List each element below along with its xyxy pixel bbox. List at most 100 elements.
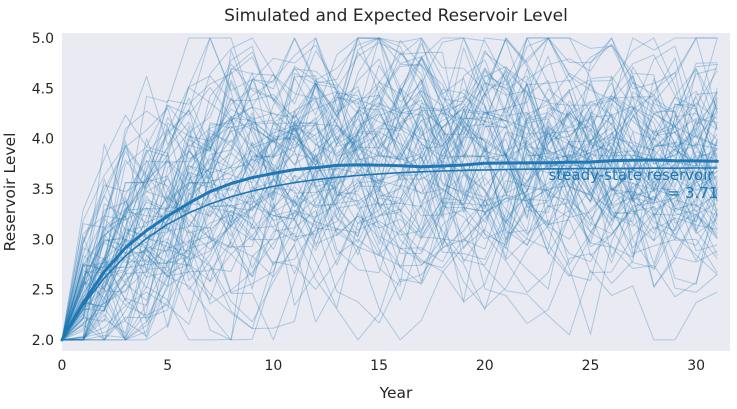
simulation-trace — [61, 72, 718, 341]
y-tick-label: 2.0 — [32, 333, 54, 349]
simulation-trace — [61, 37, 718, 341]
simulation-trace — [61, 37, 718, 341]
simulation-trace — [62, 37, 718, 341]
simulation-trace — [62, 47, 718, 341]
chart-title: Simulated and Expected Reservoir Level — [224, 6, 568, 26]
simulation-trace — [62, 74, 718, 341]
simulation-trace — [62, 78, 718, 341]
simulation-trace — [61, 37, 718, 341]
simulation-trace — [61, 37, 718, 341]
simulation-trace — [61, 150, 718, 341]
x-tick-label: 5 — [163, 358, 172, 374]
simulation-trace — [61, 51, 718, 341]
simulation-trace — [61, 37, 718, 341]
x-tick-label: 15 — [370, 358, 388, 374]
simulation-trace — [61, 37, 718, 341]
simulation-trace — [61, 37, 718, 341]
simulation-trace — [62, 58, 718, 341]
simulation-trace — [61, 91, 718, 341]
y-tick-label: 4.5 — [32, 81, 54, 97]
simulation-trace — [61, 93, 718, 341]
simulation-trace — [61, 75, 718, 341]
simulation-trace — [61, 90, 718, 341]
simulation-trace — [61, 85, 718, 341]
simulation-trace — [62, 106, 718, 341]
simulation-trace — [61, 39, 718, 341]
simulation-trace — [61, 148, 718, 341]
simulation-trace — [62, 91, 718, 341]
simulation-trace — [62, 88, 718, 341]
annotation-line-1: steady-state reservoir — [548, 166, 714, 184]
simulation-trace — [61, 37, 718, 341]
simulation-trace — [61, 118, 718, 341]
simulation-trace — [61, 103, 718, 341]
simulation-trace — [61, 113, 718, 340]
y-axis-ticks: 2.0 2.5 3.0 3.5 4.0 4.5 5.0 — [32, 31, 54, 349]
y-tick-label: 3.5 — [32, 182, 54, 198]
simulation-trace — [61, 37, 718, 341]
simulation-trace — [61, 105, 718, 340]
simulation-trace — [61, 80, 718, 341]
simulation-trace — [62, 97, 718, 341]
y-tick-label: 2.5 — [32, 283, 54, 299]
simulation-trace — [61, 101, 718, 341]
simulation-trace — [61, 37, 718, 341]
y-axis-label: Reservoir Level — [1, 133, 19, 252]
steady-state-annotation: steady-state reservoir = 3.71 — [548, 166, 718, 202]
simulation-trace — [61, 37, 718, 341]
simulation-trace — [61, 37, 718, 341]
expected-curve — [61, 167, 718, 341]
simulation-trace — [61, 105, 718, 341]
x-tick-label: 30 — [687, 358, 705, 374]
simulation-trace — [61, 57, 718, 341]
simulation-trace — [61, 94, 718, 341]
simulation-traces-group — [61, 37, 718, 341]
simulation-trace — [61, 74, 718, 341]
annotation-line-2: = 3.71 — [668, 184, 719, 202]
x-axis-ticks: 0 5 10 15 20 25 30 — [58, 358, 706, 374]
simulation-trace — [61, 37, 718, 341]
simulation-trace — [61, 56, 718, 341]
simulation-trace — [61, 37, 718, 341]
simulation-trace — [62, 37, 718, 341]
simulation-trace — [62, 70, 718, 341]
y-tick-label: 5.0 — [32, 31, 54, 47]
simulation-trace — [61, 119, 718, 341]
simulation-trace — [61, 70, 718, 341]
x-axis-label: Year — [379, 384, 413, 402]
simulation-trace — [61, 52, 718, 341]
x-tick-label: 20 — [476, 358, 494, 374]
simulation-trace — [62, 83, 718, 341]
simulation-trace — [61, 37, 718, 341]
simulation-trace — [61, 96, 718, 341]
simulation-trace — [61, 49, 718, 341]
simulation-trace — [61, 37, 718, 341]
simulation-trace — [62, 68, 718, 341]
simulation-trace — [61, 115, 718, 341]
plot-area — [62, 33, 730, 351]
simulation-trace — [61, 113, 718, 341]
simulation-trace — [61, 57, 718, 341]
simulation-trace — [61, 51, 718, 341]
x-tick-label: 0 — [58, 358, 67, 374]
simulation-trace — [62, 68, 718, 341]
simulation-trace — [61, 55, 718, 341]
simulation-trace — [61, 128, 718, 341]
simulation-trace — [61, 37, 718, 341]
simulation-trace — [61, 37, 718, 341]
simulation-trace — [62, 37, 718, 341]
simulation-trace — [61, 104, 718, 340]
simulation-trace — [61, 67, 718, 341]
x-tick-label: 10 — [264, 358, 282, 374]
simulation-trace — [61, 37, 718, 341]
simulation-trace — [61, 84, 718, 341]
simulation-trace — [61, 107, 718, 341]
simulation-trace — [61, 89, 718, 341]
simulation-trace — [61, 37, 718, 341]
simulation-trace — [61, 82, 718, 341]
simulation-trace — [61, 37, 718, 341]
y-tick-label: 3.0 — [32, 232, 54, 248]
simulation-trace — [61, 37, 718, 341]
